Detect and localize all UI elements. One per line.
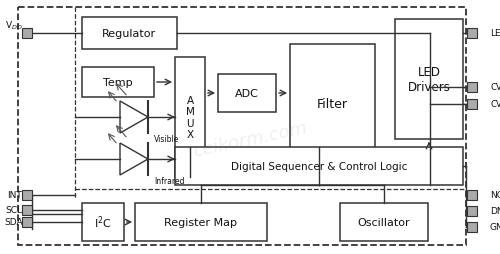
Text: I$^2$C: I$^2$C [94, 214, 112, 230]
Bar [467, 100, 477, 109]
Text: Register Map: Register Map [164, 217, 238, 227]
Text: Regulator: Regulator [102, 29, 156, 39]
Text: Visible: Visible [154, 135, 180, 144]
Text: V$_{DD}$: V$_{DD}$ [5, 20, 23, 32]
Bar [290, 45, 375, 164]
Bar [218, 75, 276, 113]
Bar [18, 8, 466, 245]
Bar [82, 203, 124, 241]
Bar [135, 203, 267, 241]
Text: Temp: Temp [103, 78, 133, 88]
Bar [22, 205, 32, 215]
Text: CV$_{DD}$: CV$_{DD}$ [490, 98, 500, 111]
Text: ADC: ADC [235, 89, 259, 99]
Text: LED1: LED1 [490, 29, 500, 38]
Text: SCL: SCL [6, 206, 22, 215]
Bar [175, 147, 463, 185]
Text: DNC: DNC [490, 207, 500, 216]
Text: Digital Sequencer & Control Logic: Digital Sequencer & Control Logic [231, 161, 407, 171]
Bar [340, 203, 428, 241]
Text: LED
Drivers: LED Drivers [408, 66, 451, 94]
Text: SDA: SDA [4, 218, 24, 227]
Text: NC: NC [490, 191, 500, 200]
Bar [82, 18, 177, 50]
Bar [175, 58, 205, 177]
Bar [467, 206, 477, 216]
Text: Filter: Filter [316, 98, 348, 111]
Bar [395, 20, 463, 139]
Bar [467, 29, 477, 39]
Text: INT: INT [6, 191, 22, 200]
Bar [82, 68, 154, 98]
Text: GND: GND [490, 223, 500, 232]
Bar [467, 83, 477, 93]
Text: A
M
U
X: A M U X [186, 95, 194, 140]
Text: CV$_{DD}$: CV$_{DD}$ [490, 82, 500, 94]
Bar [22, 217, 32, 227]
Bar [22, 190, 32, 200]
Bar [467, 190, 477, 200]
Bar [467, 222, 477, 232]
Bar [22, 29, 32, 39]
Text: ceikorm.com: ceikorm.com [191, 119, 309, 160]
Text: Infrared: Infrared [154, 177, 184, 186]
Text: Oscillator: Oscillator [358, 217, 410, 227]
